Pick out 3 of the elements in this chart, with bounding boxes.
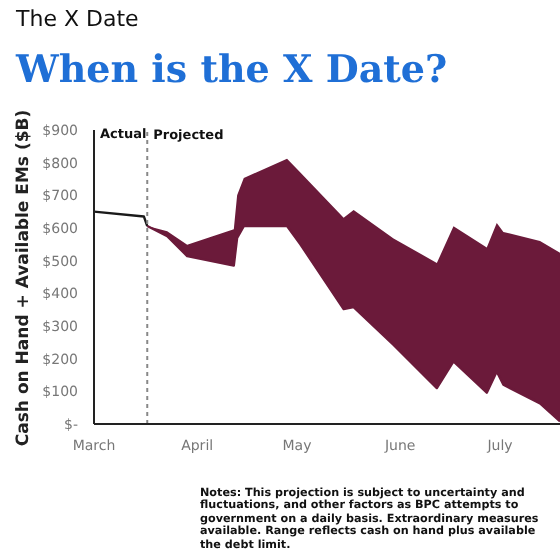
- y-axis-title: Cash on Hand + Available EMs ($B): [14, 109, 34, 447]
- chart-subtitle: The X Date: [16, 6, 139, 32]
- chart-title: When is the X Date?: [16, 48, 448, 92]
